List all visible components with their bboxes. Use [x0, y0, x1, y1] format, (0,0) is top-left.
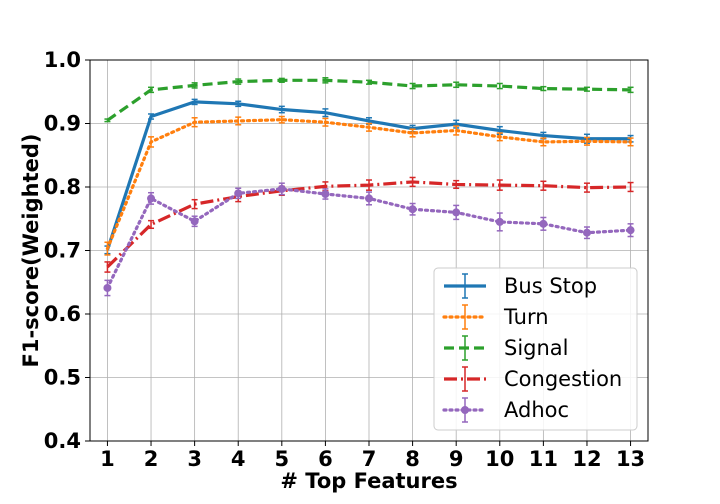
- data-point: [539, 219, 548, 228]
- legend-item-signal: Signal: [444, 335, 569, 361]
- y-tick-label: 1.0: [44, 48, 81, 72]
- y-axis-ticks: 0.4 0.5 0.6 0.7 0.8 0.9 1.0: [44, 48, 90, 453]
- legend-item-turn: Turn: [442, 304, 549, 330]
- y-tick-label: 0.8: [44, 175, 81, 199]
- legend-marker: [461, 406, 469, 414]
- y-tick-label: 0.6: [44, 302, 81, 326]
- legend-item-bus-stop: Bus Stop: [444, 273, 597, 299]
- x-tick-label: 11: [529, 447, 558, 471]
- x-tick-label: 1: [100, 447, 115, 471]
- data-point: [190, 217, 199, 226]
- series-turn: [104, 115, 634, 256]
- legend-label: Turn: [503, 305, 549, 329]
- x-tick-label: 9: [449, 447, 464, 471]
- x-tick-label: 7: [362, 447, 377, 471]
- y-tick-label: 0.5: [44, 366, 81, 390]
- x-tick-label: 3: [187, 447, 202, 471]
- x-tick-label: 2: [144, 447, 159, 471]
- x-axis-ticks: 1 2 3 4 5 6 7 8 9 10 11 12 13: [100, 441, 645, 471]
- x-tick-label: 12: [572, 447, 601, 471]
- plot-frame: [89, 59, 649, 442]
- x-tick-label: 4: [231, 447, 246, 471]
- legend-label: Bus Stop: [504, 274, 597, 298]
- legend-item-congestion: Congestion: [444, 366, 622, 392]
- legend-box: [433, 267, 638, 431]
- data-point: [234, 189, 243, 198]
- y-tick-label: 0.7: [44, 239, 81, 263]
- data-point: [321, 189, 330, 198]
- data-point: [495, 217, 504, 226]
- y-axis-label: F1-score(Weighted): [19, 134, 43, 368]
- legend-item-adhoc: Adhoc: [442, 397, 569, 423]
- data-point: [408, 205, 417, 214]
- x-axis-label: # Top Features: [280, 469, 457, 493]
- x-tick-label: 5: [275, 447, 290, 471]
- legend-label: Congestion: [504, 367, 622, 391]
- legend-label: Adhoc: [504, 398, 569, 422]
- series-group: [103, 77, 635, 297]
- y-tick-label: 0.4: [44, 429, 81, 453]
- series-signal: [104, 77, 634, 123]
- data-point: [103, 283, 112, 292]
- y-tick-label: 0.9: [44, 112, 81, 136]
- data-point: [626, 226, 635, 235]
- legend: Bus Stop Turn Signal Congestion Adhoc: [433, 267, 638, 431]
- x-tick-label: 10: [485, 447, 514, 471]
- data-point: [277, 184, 286, 193]
- data-point: [365, 194, 373, 203]
- legend-label: Signal: [504, 336, 569, 360]
- x-tick-label: 8: [405, 447, 420, 471]
- data-point: [147, 194, 156, 203]
- series-adhoc: [103, 182, 635, 297]
- data-point: [452, 208, 461, 217]
- x-tick-label: 13: [616, 447, 645, 471]
- data-point: [582, 228, 591, 237]
- x-tick-label: 6: [318, 447, 333, 471]
